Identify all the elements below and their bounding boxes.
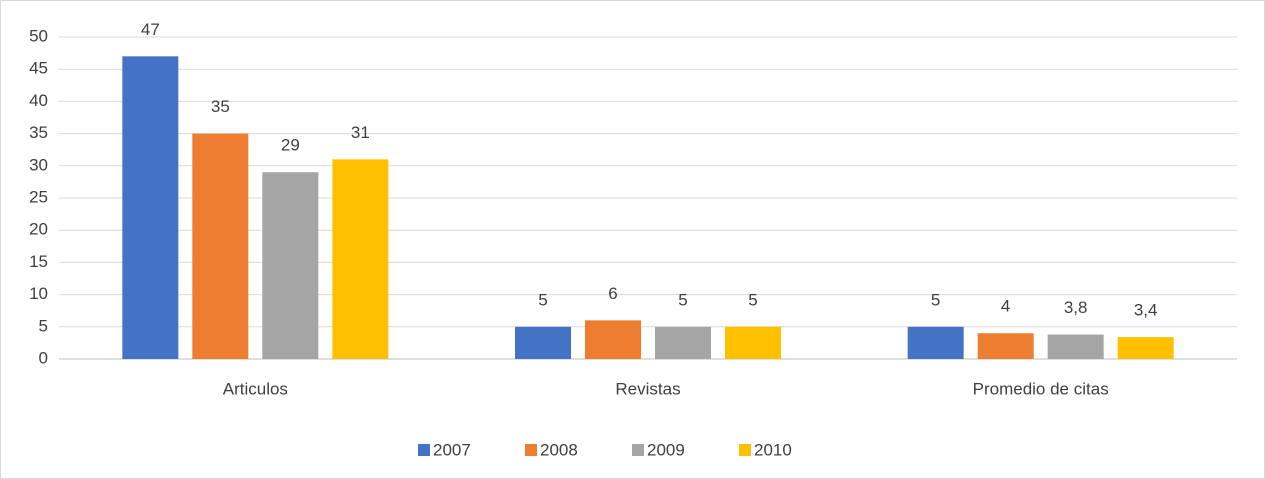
y-tick-label: 30 bbox=[29, 155, 48, 174]
y-tick-label: 50 bbox=[29, 26, 48, 45]
y-tick-label: 45 bbox=[29, 59, 48, 78]
bar bbox=[122, 56, 179, 359]
y-tick-label: 35 bbox=[29, 123, 48, 142]
x-tick-label: Promedio de citas bbox=[973, 379, 1109, 398]
bar bbox=[1117, 337, 1174, 359]
bar bbox=[262, 172, 319, 359]
value-label: 6 bbox=[608, 284, 617, 303]
legend-swatch bbox=[739, 444, 751, 456]
bar bbox=[332, 159, 389, 359]
legend-label: 2007 bbox=[433, 440, 471, 459]
value-label: 3,4 bbox=[1134, 301, 1158, 320]
value-label: 29 bbox=[281, 136, 300, 155]
legend-label: 2008 bbox=[540, 440, 578, 459]
bar bbox=[515, 326, 571, 359]
x-tick-label: Revistas bbox=[615, 379, 680, 398]
value-label: 5 bbox=[678, 290, 687, 309]
legend-swatch bbox=[525, 444, 537, 456]
bar bbox=[725, 326, 781, 359]
bar bbox=[585, 320, 641, 359]
value-label: 35 bbox=[211, 97, 230, 116]
y-tick-label: 5 bbox=[39, 316, 48, 335]
value-label: 3,8 bbox=[1064, 298, 1088, 317]
x-tick-label: Articulos bbox=[223, 379, 288, 398]
y-tick-label: 20 bbox=[29, 220, 48, 239]
y-tick-label: 10 bbox=[29, 284, 48, 303]
value-label: 31 bbox=[351, 123, 370, 142]
value-label: 47 bbox=[141, 20, 160, 39]
value-label: 5 bbox=[538, 290, 547, 309]
y-tick-label: 15 bbox=[29, 252, 48, 271]
bar bbox=[655, 326, 711, 359]
bar bbox=[977, 333, 1034, 359]
legend-swatch bbox=[632, 444, 644, 456]
value-label: 5 bbox=[931, 290, 940, 309]
legend-label: 2010 bbox=[754, 440, 792, 459]
value-label: 4 bbox=[1001, 297, 1010, 316]
bar bbox=[907, 326, 964, 359]
legend-swatch bbox=[418, 444, 430, 456]
legend-label: 2009 bbox=[647, 440, 685, 459]
value-label: 5 bbox=[748, 290, 757, 309]
y-tick-label: 25 bbox=[29, 187, 48, 206]
bar bbox=[192, 133, 249, 359]
y-tick-label: 0 bbox=[39, 348, 48, 367]
y-tick-label: 40 bbox=[29, 91, 48, 110]
bar bbox=[1047, 334, 1104, 359]
